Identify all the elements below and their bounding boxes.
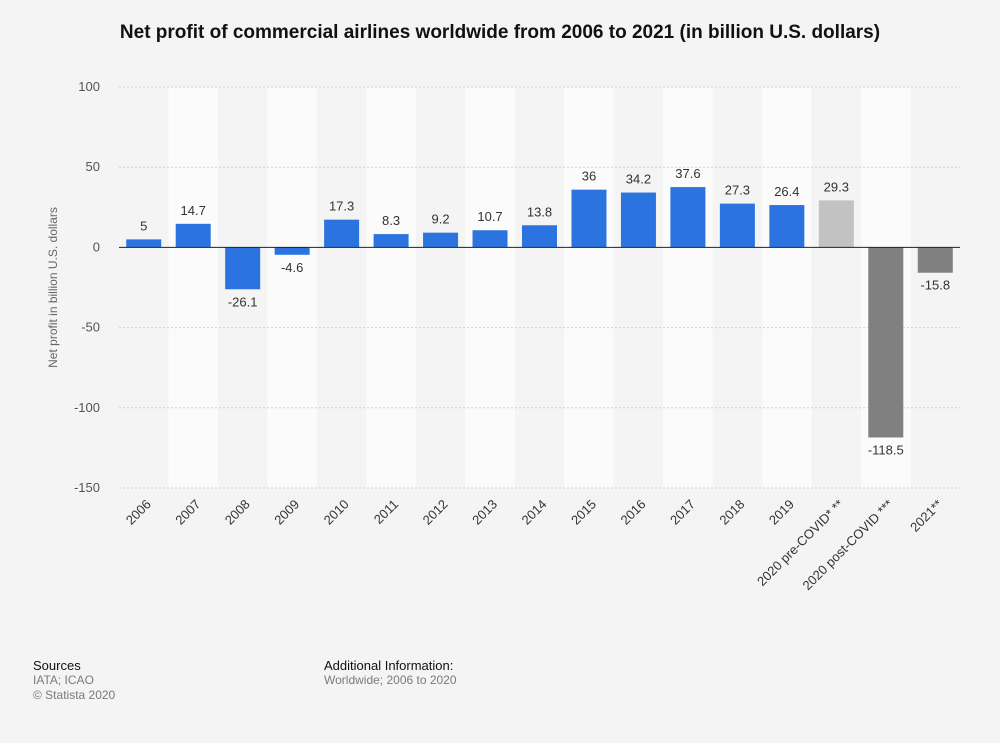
sources-line[interactable]: IATA; ICAO xyxy=(33,673,94,687)
column-bands xyxy=(168,87,911,488)
column-band xyxy=(168,87,218,488)
sources-heading: Sources xyxy=(33,658,81,673)
gridlines xyxy=(119,86,960,489)
value-label: -118.5 xyxy=(868,442,904,457)
additional-info-text: Worldwide; 2006 to 2020 xyxy=(324,673,457,687)
x-tick-label: 2014 xyxy=(519,497,550,528)
y-tick-label: -50 xyxy=(81,320,100,335)
y-tick-label: 0 xyxy=(93,239,100,254)
bar[interactable] xyxy=(620,192,656,248)
x-tick-label: 2006 xyxy=(123,497,154,528)
value-label: 13.8 xyxy=(527,204,552,219)
value-label: 26.4 xyxy=(774,184,799,199)
copyright-line: © Statista 2020 xyxy=(33,688,116,702)
x-axis-labels: 2006 2007 2008 2009 2010 2011 2012 2013 2014 2015… xyxy=(123,497,946,593)
x-tick-label: 2013 xyxy=(469,497,500,528)
chart-title: Net profit of commercial airlines worldw… xyxy=(119,22,881,43)
bar[interactable] xyxy=(670,187,706,248)
bars xyxy=(126,187,953,438)
bar[interactable] xyxy=(868,247,904,438)
bar[interactable] xyxy=(769,205,805,248)
value-label: 17.3 xyxy=(329,199,354,214)
bar[interactable] xyxy=(571,189,607,248)
y-axis-title: Net profit in billion U.S. dollars xyxy=(46,207,60,368)
y-tick-label: 100 xyxy=(78,79,100,94)
x-tick-label: 2012 xyxy=(420,497,451,528)
column-band xyxy=(465,87,515,488)
column-band xyxy=(366,87,416,488)
bar[interactable] xyxy=(719,203,755,248)
bar[interactable] xyxy=(324,219,360,248)
x-tick-label: 2008 xyxy=(222,497,253,528)
x-tick-label: 2017 xyxy=(667,497,698,528)
bar[interactable] xyxy=(274,247,310,255)
y-tick-label: -150 xyxy=(74,480,100,495)
additional-info-heading: Additional Information: xyxy=(324,658,454,673)
x-tick-label: 2009 xyxy=(271,497,302,528)
x-tick-label: 2015 xyxy=(568,497,599,528)
x-tick-label: 2016 xyxy=(618,497,649,528)
value-label: 14.7 xyxy=(181,203,206,218)
y-tick-label: 50 xyxy=(86,159,100,174)
value-label: -4.6 xyxy=(281,260,303,275)
value-label: 36 xyxy=(582,169,596,184)
value-label: 10.7 xyxy=(477,209,502,224)
value-label: 9.2 xyxy=(432,212,450,227)
bar[interactable] xyxy=(423,232,459,248)
bar[interactable] xyxy=(818,200,854,248)
x-tick-label: 2011 xyxy=(371,497,401,527)
column-band xyxy=(267,87,317,488)
sources-block: Sources IATA; ICAO © Statista 2020 xyxy=(33,658,115,703)
column-band xyxy=(762,87,812,488)
y-axis-ticks: 100 50 0 -50 -100 -150 xyxy=(74,79,100,495)
value-label: 5 xyxy=(140,218,147,233)
x-tick-label: 2020 pre-COVID* ** xyxy=(754,497,846,589)
value-label: 34.2 xyxy=(626,172,651,187)
bar[interactable] xyxy=(522,225,557,248)
value-labels: 5 14.7 -26.1 -4.6 17.3 8.3 9.2 10.7 13.8 36 34.2 37… xyxy=(140,166,950,457)
x-tick-label: 2020 post-COVID *** xyxy=(799,497,895,593)
value-label: 29.3 xyxy=(824,179,849,194)
column-band xyxy=(564,87,614,488)
x-tick-label: 2018 xyxy=(716,497,747,528)
value-label: 27.3 xyxy=(725,183,750,198)
x-tick-label: 2007 xyxy=(172,497,203,528)
x-tick-label: 2010 xyxy=(321,497,352,528)
value-label: -15.8 xyxy=(920,278,950,293)
column-band xyxy=(663,87,713,488)
value-label: -26.1 xyxy=(228,294,258,309)
bar[interactable] xyxy=(472,230,508,248)
y-tick-label: -100 xyxy=(74,400,100,415)
value-label: 8.3 xyxy=(382,213,400,228)
x-tick-label: 2019 xyxy=(766,497,797,528)
bar[interactable] xyxy=(126,239,162,248)
bar[interactable] xyxy=(917,247,953,273)
bar[interactable] xyxy=(373,234,409,248)
bar[interactable] xyxy=(225,247,261,290)
additional-info-block: Additional Information: Worldwide; 2006 … xyxy=(324,658,457,688)
x-tick-label: 2021** xyxy=(907,497,945,535)
value-label: 37.6 xyxy=(675,166,700,181)
bar[interactable] xyxy=(175,223,211,248)
